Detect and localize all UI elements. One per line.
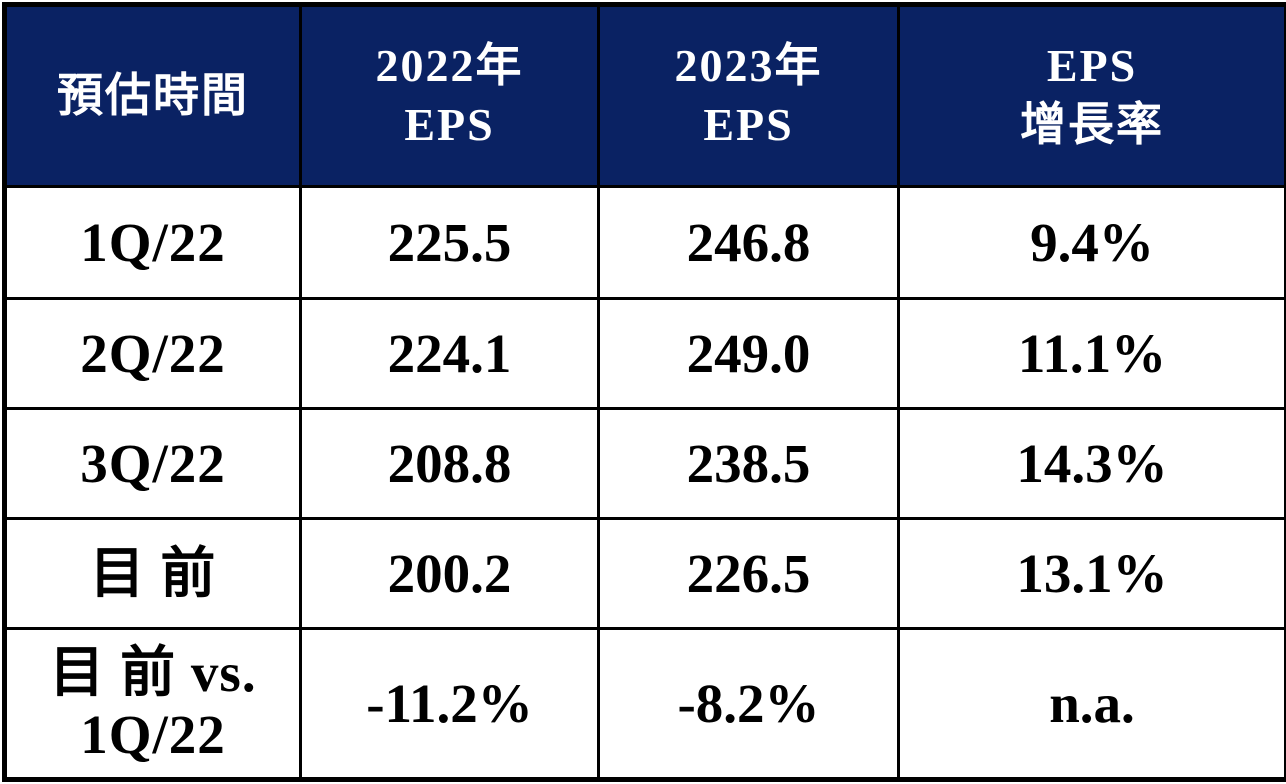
eps-growth-value: 13.1% <box>897 517 1286 630</box>
eps-2022-value: 208.8 <box>299 407 600 520</box>
row-label-1q22: 1Q/22 <box>3 185 302 300</box>
table-header: 預估時間 2022年 EPS 2023年 EPS EPS 增長率 <box>3 3 1286 188</box>
table-row: 目 前 200.2 226.5 13.1% <box>3 517 1286 630</box>
row-label-2q22: 2Q/22 <box>3 297 302 410</box>
header-row: 預估時間 2022年 EPS 2023年 EPS EPS 增長率 <box>3 3 1286 188</box>
eps-2022-value: 225.5 <box>299 185 600 300</box>
eps-growth-value: n.a. <box>897 627 1286 781</box>
table-row: 2Q/22 224.1 249.0 11.1% <box>3 297 1286 410</box>
eps-2023-value: 226.5 <box>597 517 900 630</box>
table-row: 1Q/22 225.5 246.8 9.4% <box>3 185 1286 300</box>
column-header-2022-eps: 2022年 EPS <box>299 3 600 188</box>
eps-2023-value: 249.0 <box>597 297 900 410</box>
table-body: 1Q/22 225.5 246.8 9.4% 2Q/22 224.1 249.0… <box>3 185 1286 781</box>
eps-2022-value: 200.2 <box>299 517 600 630</box>
eps-growth-value: 14.3% <box>897 407 1286 520</box>
eps-2022-value: -11.2% <box>299 627 600 781</box>
eps-2023-value: 246.8 <box>597 185 900 300</box>
table-row: 3Q/22 208.8 238.5 14.3% <box>3 407 1286 520</box>
column-header-2023-eps: 2023年 EPS <box>597 3 900 188</box>
row-label-current: 目 前 <box>3 517 302 630</box>
eps-2023-value: -8.2% <box>597 627 900 781</box>
eps-2022-value: 224.1 <box>299 297 600 410</box>
row-label-current-vs-1q22: 目 前 vs. 1Q/22 <box>3 627 302 781</box>
eps-growth-value: 11.1% <box>897 297 1286 410</box>
column-header-eps-growth: EPS 增長率 <box>897 3 1286 188</box>
row-label-3q22: 3Q/22 <box>3 407 302 520</box>
eps-growth-value: 9.4% <box>897 185 1286 300</box>
column-header-estimate-time: 預估時間 <box>3 3 302 188</box>
table-row: 目 前 vs. 1Q/22 -11.2% -8.2% n.a. <box>3 627 1286 781</box>
eps-2023-value: 238.5 <box>597 407 900 520</box>
